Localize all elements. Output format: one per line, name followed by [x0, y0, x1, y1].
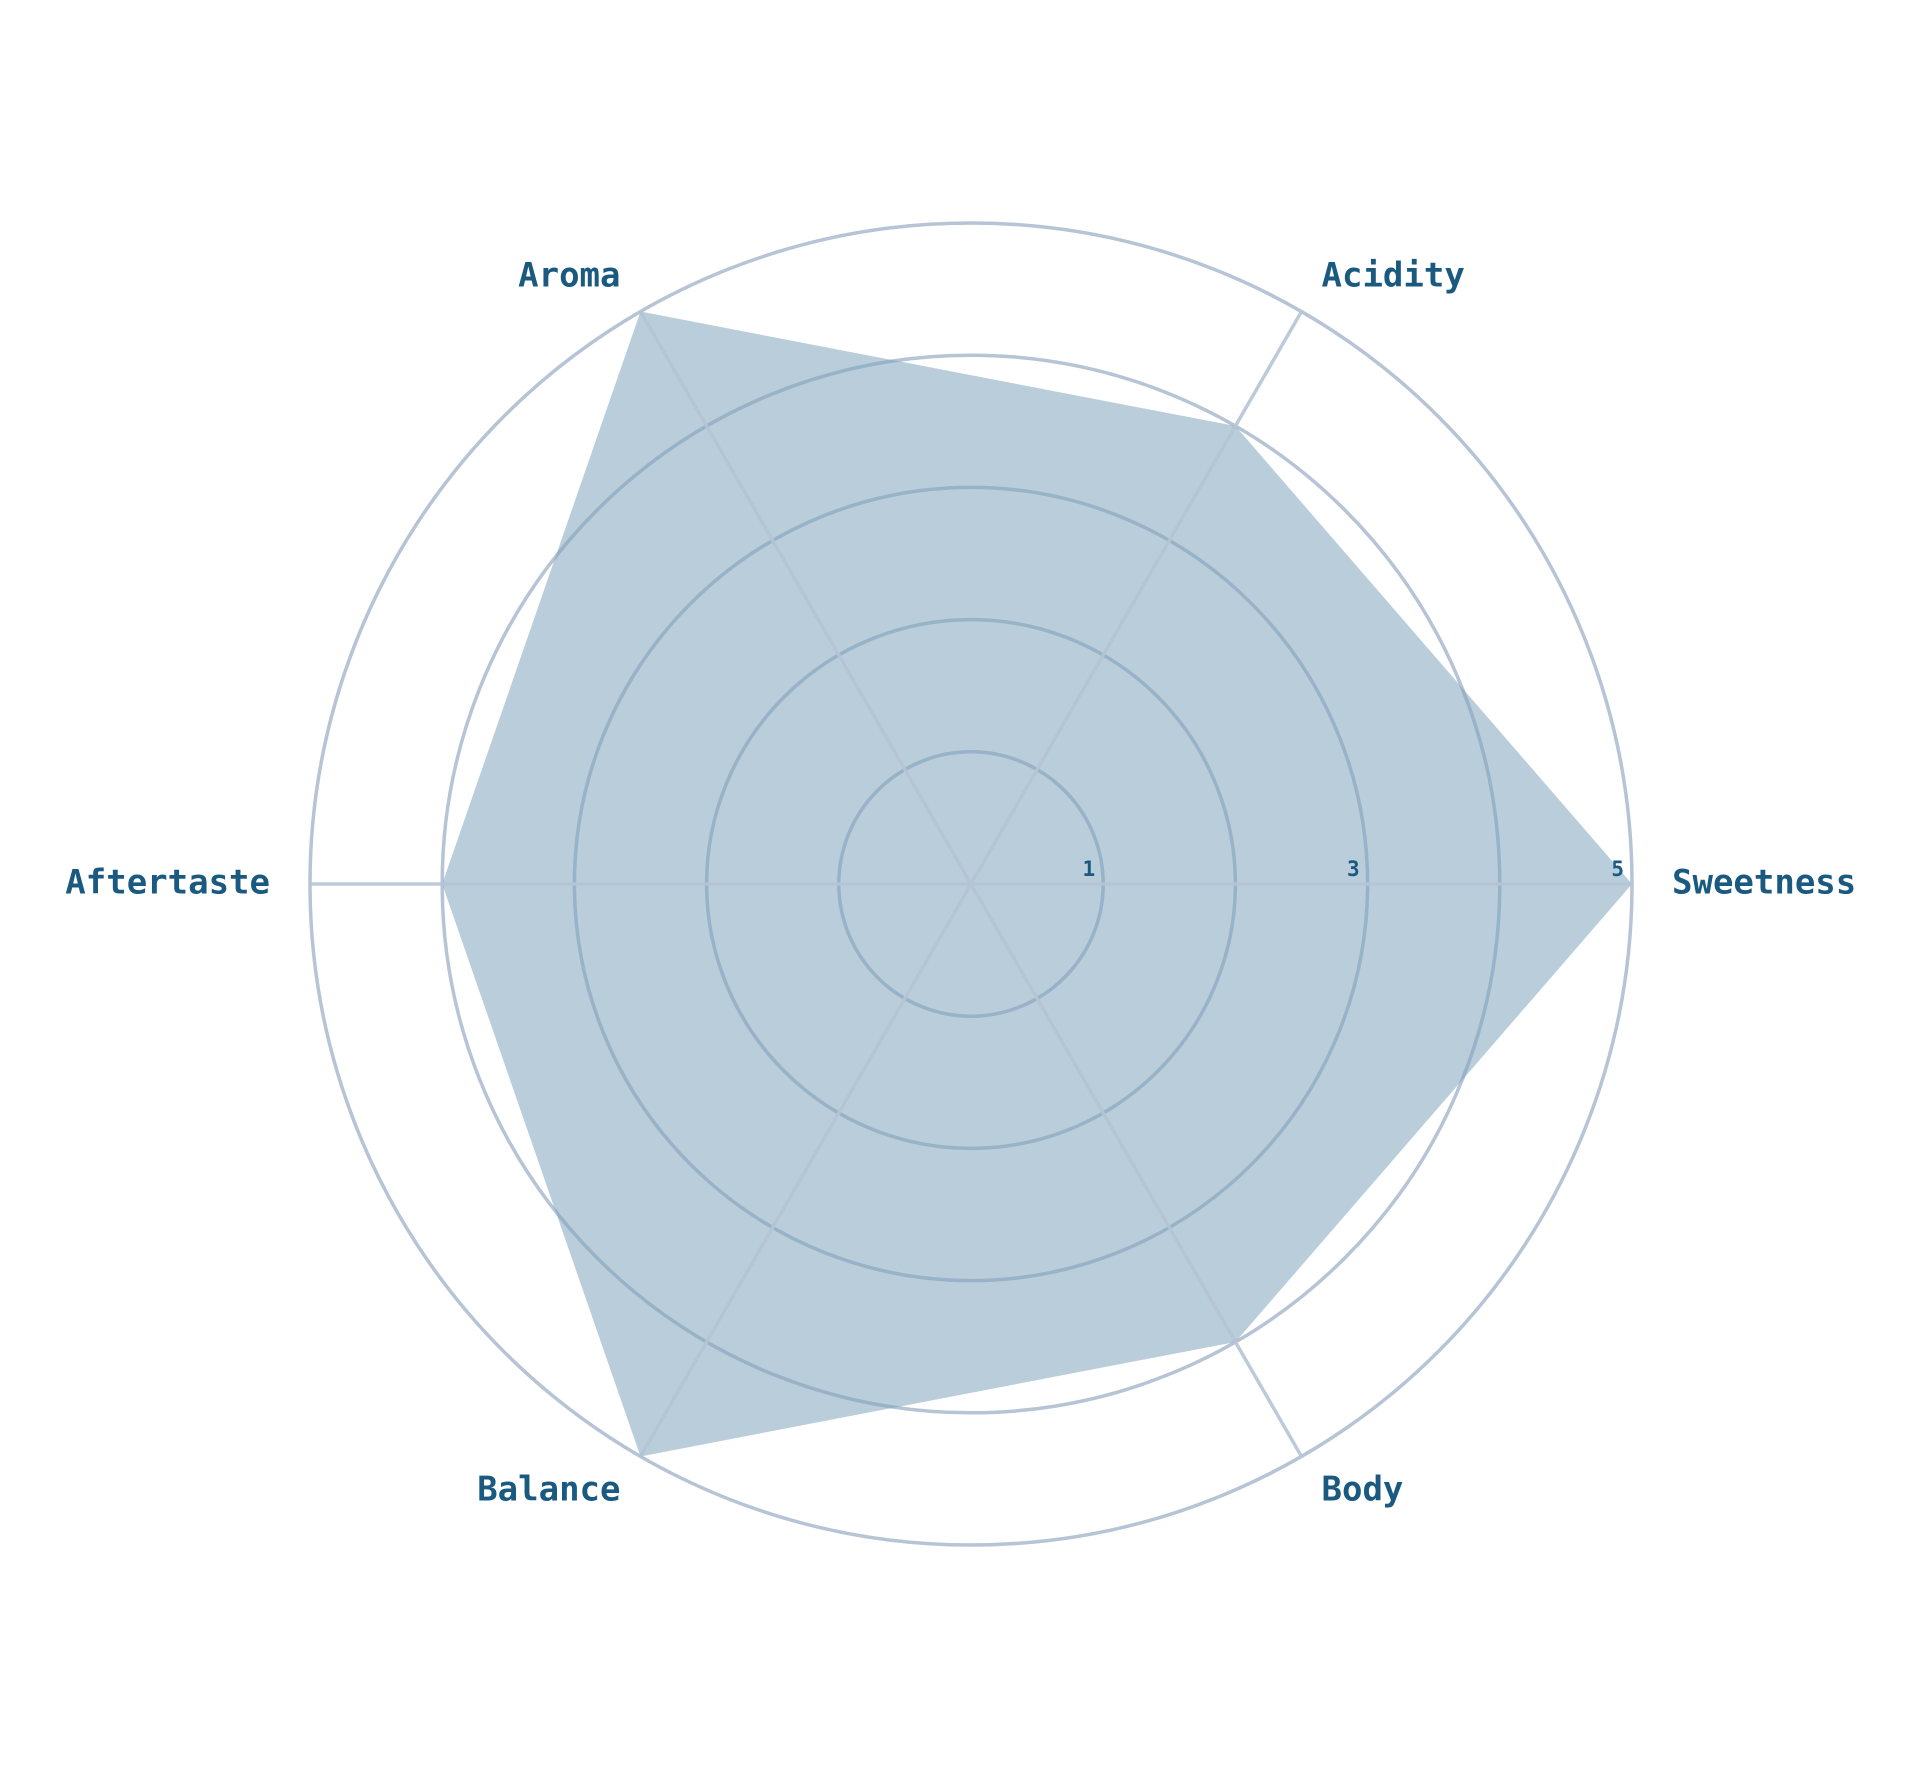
spoke-aroma — [638, 310, 973, 885]
axis-label-body: Body — [1322, 1470, 1404, 1510]
spokes — [310, 310, 1632, 1458]
axis-label-aroma: Aroma — [518, 255, 620, 295]
axis-label-balance: Balance — [477, 1470, 620, 1510]
tick-label: 3 — [1347, 857, 1360, 881]
spoke-acidity — [969, 310, 1304, 885]
tick-label: 1 — [1083, 857, 1096, 881]
spoke-balance — [638, 883, 973, 1458]
axis-labels: Sweetness Acidity Aroma Aftertaste Balance Bo… — [65, 255, 1856, 1509]
axis-label-acidity: Acidity — [1322, 255, 1465, 295]
spoke-body — [969, 883, 1304, 1458]
axis-label-aftertaste: Aftertaste — [65, 863, 270, 903]
tick-labels: 1 3 5 — [1083, 857, 1624, 881]
tick-label: 5 — [1611, 857, 1624, 881]
axis-label-sweetness: Sweetness — [1672, 863, 1856, 903]
